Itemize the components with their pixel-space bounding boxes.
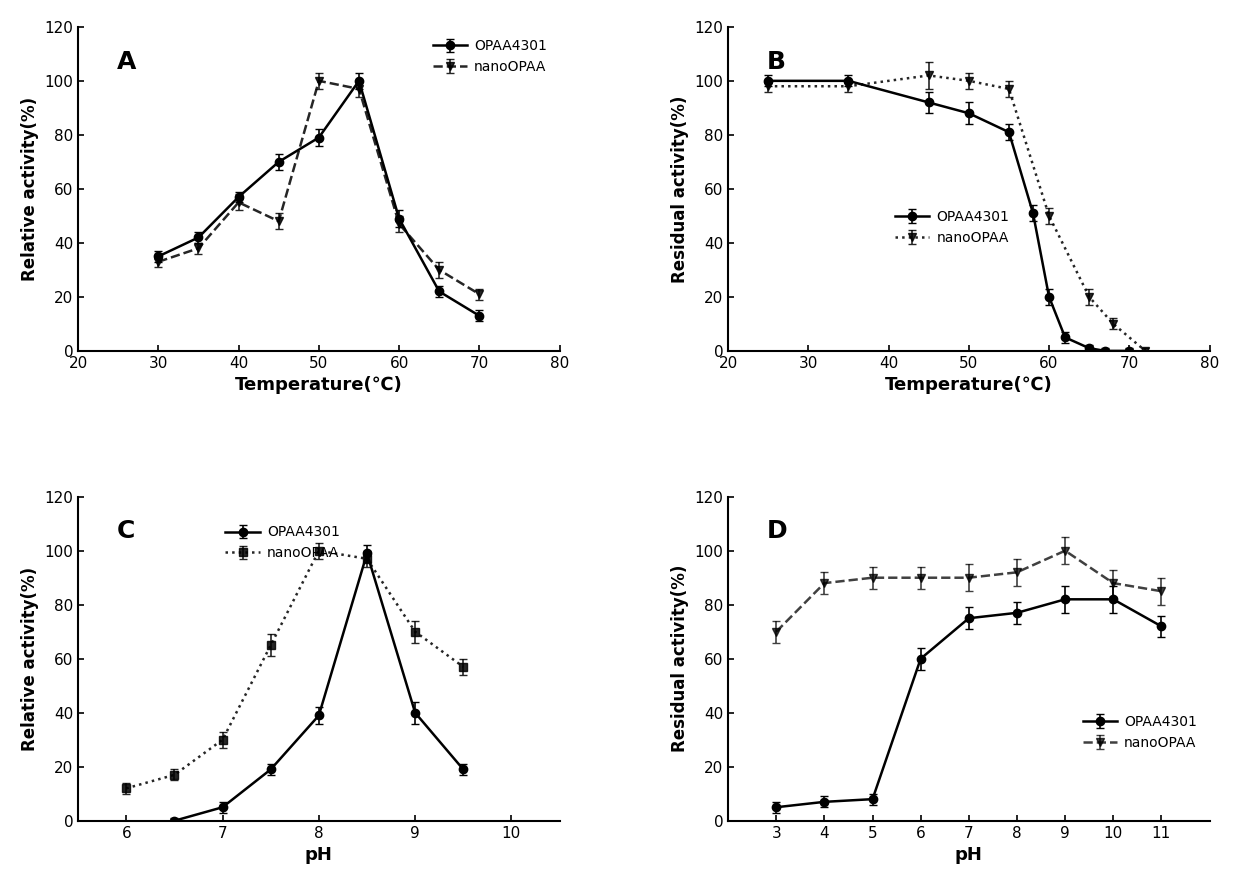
- X-axis label: pH: pH: [955, 846, 983, 864]
- Y-axis label: Residual activity(%): Residual activity(%): [671, 565, 688, 752]
- Text: A: A: [117, 50, 136, 73]
- Text: C: C: [117, 519, 135, 543]
- Text: B: B: [766, 50, 786, 73]
- Legend: OPAA4301, nanoOPAA: OPAA4301, nanoOPAA: [219, 519, 346, 566]
- Y-axis label: Residual activity(%): Residual activity(%): [671, 96, 688, 282]
- Y-axis label: Relative activity(%): Relative activity(%): [21, 96, 38, 281]
- Legend: OPAA4301, nanoOPAA: OPAA4301, nanoOPAA: [889, 204, 1014, 250]
- Y-axis label: Relative activity(%): Relative activity(%): [21, 566, 38, 750]
- X-axis label: Temperature(℃): Temperature(℃): [234, 376, 403, 395]
- X-axis label: pH: pH: [305, 846, 332, 864]
- X-axis label: Temperature(℃): Temperature(℃): [885, 376, 1053, 395]
- Legend: OPAA4301, nanoOPAA: OPAA4301, nanoOPAA: [427, 34, 553, 80]
- Legend: OPAA4301, nanoOPAA: OPAA4301, nanoOPAA: [1078, 710, 1203, 756]
- Text: D: D: [766, 519, 787, 543]
